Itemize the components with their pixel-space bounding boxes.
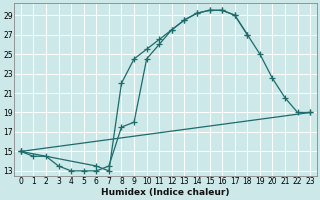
X-axis label: Humidex (Indice chaleur): Humidex (Indice chaleur) — [101, 188, 230, 197]
